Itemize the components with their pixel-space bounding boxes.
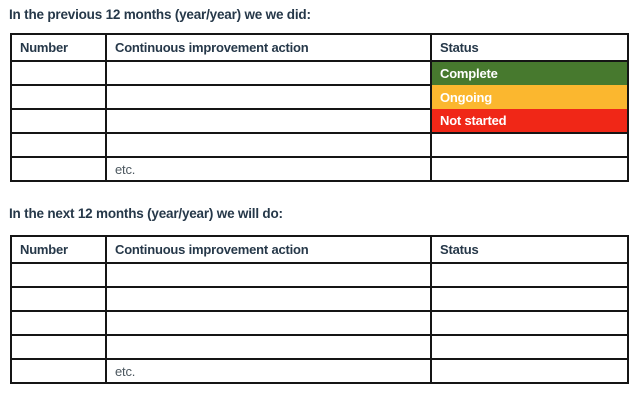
next-actions-table: Number Continuous improvement action Sta…: [10, 235, 629, 384]
status-cell: [430, 310, 629, 336]
previous-section-title: In the previous 12 months (year/year) we…: [9, 7, 311, 22]
table-row: [10, 334, 629, 360]
number-cell: [10, 108, 107, 134]
column-header-action: Continuous improvement action: [105, 33, 432, 62]
action-cell: [105, 310, 432, 336]
number-cell: [10, 334, 107, 360]
status-cell-complete: Complete: [430, 61, 629, 85]
number-cell: [10, 132, 107, 158]
previous-actions-table: Number Continuous improvement action Sta…: [10, 33, 629, 182]
table-row: etc.: [10, 156, 629, 182]
table-row: [10, 286, 629, 312]
previous-12-months-section: In the previous 12 months (year/year) we…: [8, 7, 630, 182]
status-cell: [430, 156, 629, 182]
column-header-status: Status: [430, 235, 629, 264]
status-cell: [430, 358, 629, 384]
table-row: [10, 132, 629, 158]
action-cell: [105, 60, 432, 86]
status-cell: [430, 334, 629, 360]
number-cell: [10, 358, 107, 384]
status-cell: [430, 286, 629, 312]
status-cell: [430, 132, 629, 158]
column-header-number: Number: [10, 235, 107, 264]
action-cell: [105, 262, 432, 288]
action-cell-etc: etc.: [105, 156, 432, 182]
table-row: Ongoing: [10, 84, 629, 110]
table-row: Not started: [10, 108, 629, 134]
number-cell: [10, 310, 107, 336]
action-cell-etc: etc.: [105, 358, 432, 384]
action-cell: [105, 334, 432, 360]
table-row: [10, 262, 629, 288]
number-cell: [10, 286, 107, 312]
next-section-title: In the next 12 months (year/year) we wil…: [9, 206, 283, 221]
number-cell: [10, 262, 107, 288]
next-12-months-section: In the next 12 months (year/year) we wil…: [8, 206, 630, 384]
table-row: [10, 310, 629, 336]
action-cell: [105, 132, 432, 158]
action-cell: [105, 84, 432, 110]
table-row: Complete: [10, 60, 629, 86]
column-header-action: Continuous improvement action: [105, 235, 432, 264]
table-row: etc.: [10, 358, 629, 384]
action-cell: [105, 286, 432, 312]
table-header-row: Number Continuous improvement action Sta…: [10, 235, 629, 264]
table-header-row: Number Continuous improvement action Sta…: [10, 33, 629, 62]
action-cell: [105, 108, 432, 134]
number-cell: [10, 60, 107, 86]
number-cell: [10, 156, 107, 182]
status-cell: [430, 262, 629, 288]
column-header-number: Number: [10, 33, 107, 62]
status-cell-not-started: Not started: [430, 109, 629, 134]
number-cell: [10, 84, 107, 110]
status-cell-ongoing: Ongoing: [430, 85, 629, 109]
column-header-status: Status: [430, 33, 629, 62]
